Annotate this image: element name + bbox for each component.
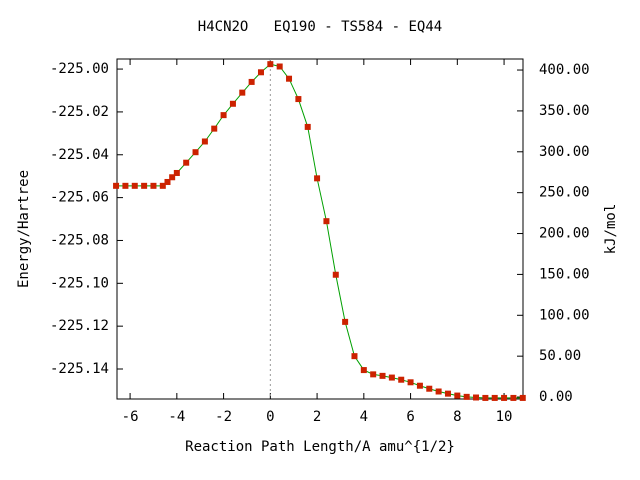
point-marker — [229, 100, 236, 107]
point-marker — [150, 182, 157, 189]
point-marker — [510, 394, 517, 401]
point-marker — [267, 61, 274, 68]
x-tick-label: 10 — [496, 409, 513, 425]
point-marker — [239, 89, 246, 96]
x-tick-label: 2 — [313, 409, 321, 425]
x-tick-label: 4 — [360, 409, 368, 425]
y2-tick-label: 50.00 — [539, 348, 581, 364]
point-marker — [463, 393, 470, 400]
y-tick-label: -225.14 — [50, 361, 109, 377]
point-marker — [257, 69, 264, 76]
chart-title: H4CN2O EQ190 - TS584 - EQ44 — [198, 19, 442, 35]
point-marker — [370, 371, 377, 378]
point-marker — [173, 169, 180, 176]
y-tick-label: -225.04 — [50, 147, 109, 163]
point-marker — [342, 318, 349, 325]
point-marker — [286, 75, 293, 82]
point-marker — [454, 392, 461, 399]
point-marker — [201, 138, 208, 145]
point-marker — [332, 271, 339, 278]
point-marker — [379, 372, 386, 379]
x-tick-label: 8 — [453, 409, 461, 425]
x-tick-label: -4 — [168, 409, 185, 425]
point-marker — [407, 379, 414, 386]
point-marker — [491, 394, 498, 401]
point-marker — [113, 182, 120, 189]
point-marker — [122, 182, 129, 189]
point-marker — [211, 125, 218, 132]
point-marker — [159, 182, 166, 189]
point-marker — [360, 367, 367, 374]
point-marker — [141, 182, 148, 189]
y2-tick-label: 0.00 — [539, 389, 573, 405]
point-marker — [416, 382, 423, 389]
point-marker — [323, 218, 330, 225]
y2-axis-label: kJ/mol — [603, 204, 619, 255]
plot-frame — [116, 58, 524, 400]
y-tick-label: -225.10 — [50, 275, 109, 291]
energy-line — [116, 63, 523, 399]
point-marker — [169, 174, 176, 181]
y-tick-label: -225.02 — [50, 104, 109, 120]
point-marker — [388, 374, 395, 381]
point-marker — [444, 390, 451, 397]
point-marker — [501, 394, 508, 401]
y2-tick-label: 400.00 — [539, 62, 590, 78]
point-marker — [519, 394, 526, 401]
y-tick-label: -225.00 — [50, 61, 109, 77]
point-marker — [304, 123, 311, 130]
point-marker — [183, 159, 190, 166]
x-tick-label: 6 — [406, 409, 414, 425]
y2-tick-label: 250.00 — [539, 185, 590, 201]
x-tick-label: -6 — [122, 409, 139, 425]
point-marker — [164, 178, 171, 185]
x-tick-label: 0 — [266, 409, 274, 425]
point-marker — [192, 149, 199, 156]
x-tick-label: -2 — [215, 409, 232, 425]
y-axis-label: Energy/Hartree — [16, 170, 32, 288]
point-marker — [314, 175, 321, 182]
x-axis-label: Reaction Path Length/A amu^{1/2} — [185, 439, 455, 455]
point-marker — [482, 394, 489, 401]
point-marker — [131, 182, 138, 189]
y2-tick-label: 300.00 — [539, 144, 590, 160]
y2-tick-label: 100.00 — [539, 307, 590, 323]
y-tick-label: -225.08 — [50, 232, 109, 248]
point-marker — [351, 353, 358, 360]
y2-tick-label: 200.00 — [539, 226, 590, 242]
point-marker — [398, 376, 405, 383]
y2-tick-label: 150.00 — [539, 266, 590, 282]
point-marker — [220, 112, 227, 119]
point-marker — [435, 388, 442, 395]
point-marker — [276, 63, 283, 70]
point-marker — [426, 385, 433, 392]
point-marker — [248, 78, 255, 85]
point-marker — [295, 96, 302, 103]
y-tick-label: -225.12 — [50, 318, 109, 334]
y-tick-label: -225.06 — [50, 190, 109, 206]
y2-tick-label: 350.00 — [539, 103, 590, 119]
point-marker — [473, 394, 480, 401]
